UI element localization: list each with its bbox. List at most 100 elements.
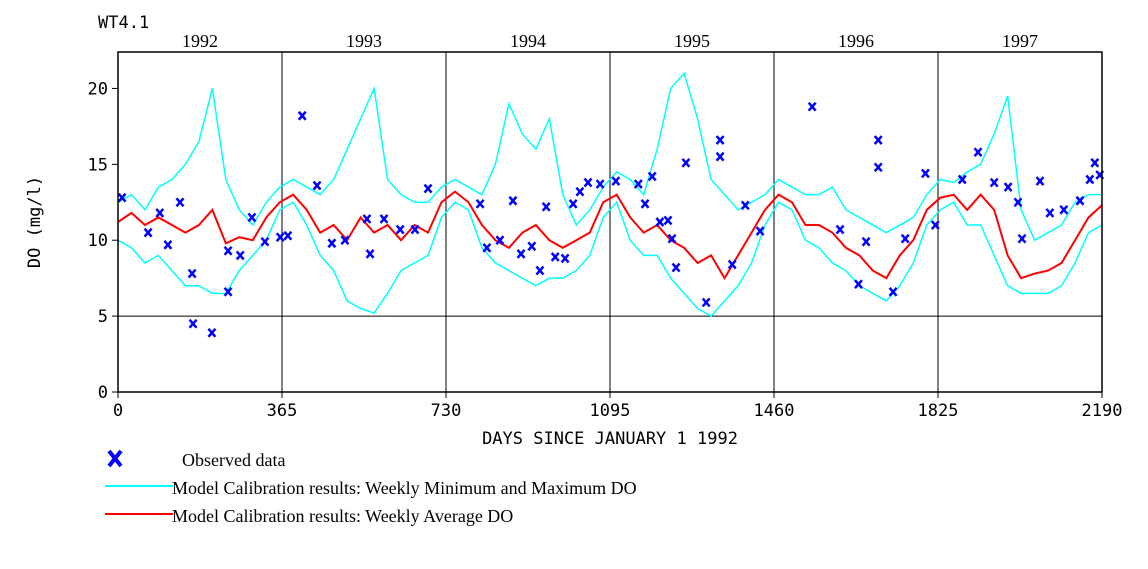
marker-stroke	[187, 268, 197, 279]
marker-stroke	[327, 238, 337, 249]
observed-point	[900, 233, 910, 244]
marker-stroke	[143, 227, 153, 238]
observed-point	[595, 179, 605, 189]
observed-point	[1013, 197, 1023, 208]
marker-stroke	[475, 198, 485, 209]
marker-stroke	[1075, 195, 1085, 206]
observed-point	[275, 232, 285, 243]
marker-stroke	[835, 224, 845, 235]
marker-stroke	[1003, 182, 1013, 192]
x-tick-label: 0	[113, 401, 123, 421]
marker-stroke	[175, 197, 185, 208]
marker-stroke	[633, 179, 643, 189]
marker-stroke	[647, 171, 657, 182]
marker-stroke	[527, 241, 537, 252]
observed-point	[327, 238, 337, 249]
observed-point	[362, 214, 372, 224]
marker-stroke	[807, 101, 817, 112]
marker-stroke	[920, 168, 930, 179]
observed-point	[755, 226, 765, 236]
marker-stroke	[223, 246, 233, 256]
observed-point	[207, 327, 217, 338]
marker-stroke	[107, 449, 123, 468]
marker-stroke	[410, 224, 420, 235]
observed-point	[297, 110, 307, 121]
min-line	[117, 200, 1103, 318]
observed-point	[807, 101, 817, 112]
observed-point	[155, 208, 165, 218]
marker-stroke	[188, 318, 198, 329]
x-tick-label: 1460	[754, 401, 795, 421]
observed-point	[715, 135, 725, 145]
observed-point	[247, 212, 257, 223]
observed-point	[541, 201, 551, 212]
observed-point	[175, 197, 185, 208]
observed-point	[973, 147, 983, 158]
marker-stroke	[663, 215, 673, 226]
marker-stroke	[755, 226, 765, 236]
marker-stroke	[362, 214, 372, 224]
legend-symbol	[107, 449, 123, 468]
observed-point	[143, 227, 153, 238]
observed-point	[727, 259, 737, 270]
observed-point	[535, 265, 545, 276]
observed-point	[312, 180, 322, 191]
legend-label: Model Calibration results: Weekly Minimu…	[172, 478, 637, 498]
marker-stroke	[575, 186, 585, 197]
observed-point	[854, 279, 863, 290]
observed-point	[423, 183, 433, 194]
marker-stroke	[275, 232, 285, 243]
marker-stroke	[989, 177, 999, 188]
observed-point	[873, 162, 883, 173]
marker-stroke	[1013, 197, 1023, 208]
marker-stroke	[854, 279, 863, 290]
marker-stroke	[163, 239, 173, 250]
marker-stroke	[873, 135, 883, 145]
observed-point	[379, 214, 389, 224]
marker-stroke	[715, 135, 725, 145]
observed-point	[655, 217, 665, 227]
marker-stroke	[900, 233, 910, 244]
legend-label: Model Calibration results: Weekly Averag…	[172, 506, 513, 526]
marker-stroke	[1085, 174, 1095, 185]
observed-point	[1085, 174, 1095, 185]
x-tick-label: 2190	[1082, 401, 1123, 421]
marker-stroke	[535, 265, 545, 276]
observed-point	[187, 268, 197, 279]
marker-stroke	[560, 253, 570, 264]
observed-point	[283, 230, 293, 241]
marker-stroke	[379, 214, 389, 224]
observed-point	[188, 318, 198, 329]
marker-stroke	[516, 249, 526, 259]
x-tick-label: 1095	[590, 401, 631, 421]
observed-point	[117, 192, 127, 203]
y-tick-label: 5	[98, 307, 108, 327]
marker-stroke	[715, 151, 725, 162]
marker-stroke	[223, 286, 233, 297]
marker-stroke	[595, 179, 605, 189]
marker-stroke	[671, 262, 681, 273]
observed-point	[235, 250, 245, 261]
marker-stroke	[973, 147, 983, 158]
year-label: 1997	[1002, 31, 1038, 51]
observed-point	[740, 200, 750, 211]
marker-stroke	[1017, 233, 1027, 244]
observed-point	[873, 135, 883, 145]
max-line	[117, 71, 1102, 242]
marker-stroke	[930, 220, 940, 230]
x-tick-label: 1825	[918, 401, 959, 421]
observed-point	[861, 236, 871, 247]
observed-point	[888, 286, 898, 297]
marker-stroke	[365, 249, 375, 259]
observed-point	[568, 198, 578, 209]
observed-point	[1059, 205, 1069, 215]
marker-stroke	[568, 198, 578, 209]
year-label: 1993	[346, 31, 382, 51]
y-tick-label: 15	[88, 155, 108, 175]
x-tick-label: 730	[431, 401, 462, 421]
observed-point	[365, 249, 375, 259]
observed-point	[835, 224, 845, 235]
year-label: 1996	[838, 31, 874, 51]
marker-stroke	[611, 176, 621, 186]
observed-point	[395, 224, 405, 235]
